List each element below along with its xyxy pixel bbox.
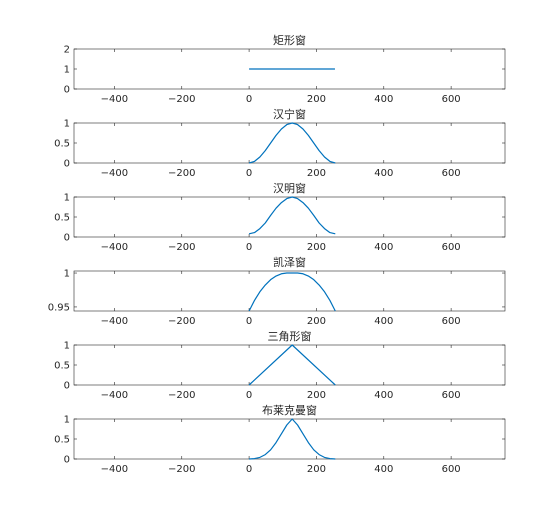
x-tick-label: 0 <box>246 390 252 401</box>
y-tick-label: 1 <box>64 193 70 204</box>
subplot-6: −400 −200 0 200 400 600 0 0.5 1 布莱克曼窗 <box>54 403 506 475</box>
x-tick-label: 200 <box>307 390 326 401</box>
subplot-title: 汉明窗 <box>273 181 306 195</box>
x-tick-label: 200 <box>307 242 326 253</box>
x-tick-label: 400 <box>374 94 393 105</box>
x-tick-label: 400 <box>374 464 393 475</box>
x-tick-label: 400 <box>374 168 393 179</box>
y-tick-label: 0 <box>64 159 70 170</box>
y-tick-label: 0 <box>64 455 70 466</box>
x-tick-label: −200 <box>168 168 195 179</box>
x-tick-label: 0 <box>246 464 252 475</box>
x-tick-label: 200 <box>307 464 326 475</box>
y-tick-label: 0.5 <box>54 139 70 150</box>
x-tick-label: 400 <box>374 242 393 253</box>
series-line <box>248 196 336 235</box>
x-tick-label: −400 <box>101 242 128 253</box>
x-tick-label: −400 <box>101 94 128 105</box>
x-tick-label: 600 <box>442 168 461 179</box>
x-tick-label: −200 <box>168 94 195 105</box>
x-tick-label: 600 <box>442 464 461 475</box>
x-tick-label: −400 <box>101 464 128 475</box>
subplot-title: 布莱克曼窗 <box>262 403 317 417</box>
subplot-title: 矩形窗 <box>273 33 306 47</box>
y-tick-label: 0 <box>64 233 70 244</box>
y-tick-label: 1 <box>64 65 70 76</box>
y-tick-label: 1 <box>64 415 70 426</box>
x-tick-label: 0 <box>246 316 252 327</box>
series-line <box>249 418 336 460</box>
axes-box <box>73 196 506 238</box>
x-tick-label: 600 <box>442 390 461 401</box>
x-tick-label: 600 <box>442 94 461 105</box>
x-tick-label: −400 <box>101 168 128 179</box>
y-tick-label: 1 <box>64 269 70 280</box>
x-tick-label: −200 <box>168 242 195 253</box>
x-tick-label: −200 <box>168 464 195 475</box>
subplot-3: −400 −200 0 200 400 600 0 0.5 1 汉明窗 <box>54 181 506 253</box>
subplot-title: 汉宁窗 <box>273 107 306 121</box>
subplot-1: −400 −200 0 200 400 600 0 1 2 矩形窗 <box>64 33 506 105</box>
series-line <box>248 272 336 312</box>
y-tick-label: 2 <box>64 45 70 56</box>
y-tick-label: 0.5 <box>54 213 70 224</box>
x-tick-label: 600 <box>442 316 461 327</box>
y-tick-label: 0 <box>64 85 70 96</box>
subplot-4: −400 −200 0 200 400 600 0.95 1 凯泽窗 <box>48 255 506 327</box>
y-tick-label: 0.95 <box>48 302 70 313</box>
y-tick-label: 0.5 <box>54 361 70 372</box>
y-tick-label: 0 <box>64 381 70 392</box>
subplot-5: −400 −200 0 200 400 600 0 0.5 1 三角形窗 <box>54 329 506 401</box>
axes-box <box>73 418 506 460</box>
x-tick-label: 400 <box>374 390 393 401</box>
y-tick-label: 1 <box>64 341 70 352</box>
axes-box <box>73 122 506 164</box>
x-tick-label: 200 <box>307 168 326 179</box>
y-tick-label: 0.5 <box>54 435 70 446</box>
x-tick-label: 0 <box>246 242 252 253</box>
x-tick-label: −200 <box>168 390 195 401</box>
x-tick-label: −400 <box>101 390 128 401</box>
x-tick-label: −400 <box>101 316 128 327</box>
x-tick-label: 0 <box>246 168 252 179</box>
axes-box <box>73 344 506 386</box>
series-line <box>248 344 336 386</box>
axes-box <box>73 270 506 312</box>
x-tick-label: 200 <box>307 94 326 105</box>
subplot-title: 三角形窗 <box>268 329 312 343</box>
x-tick-label: 600 <box>442 242 461 253</box>
y-tick-label: 1 <box>64 119 70 130</box>
x-tick-label: 400 <box>374 316 393 327</box>
subplot-title: 凯泽窗 <box>273 255 306 269</box>
x-tick-label: 200 <box>307 316 326 327</box>
subplot-2: −400 −200 0 200 400 600 0 0.5 1 汉宁窗 <box>54 107 506 179</box>
series-line <box>248 122 336 164</box>
x-tick-label: 0 <box>246 94 252 105</box>
x-tick-label: −200 <box>168 316 195 327</box>
